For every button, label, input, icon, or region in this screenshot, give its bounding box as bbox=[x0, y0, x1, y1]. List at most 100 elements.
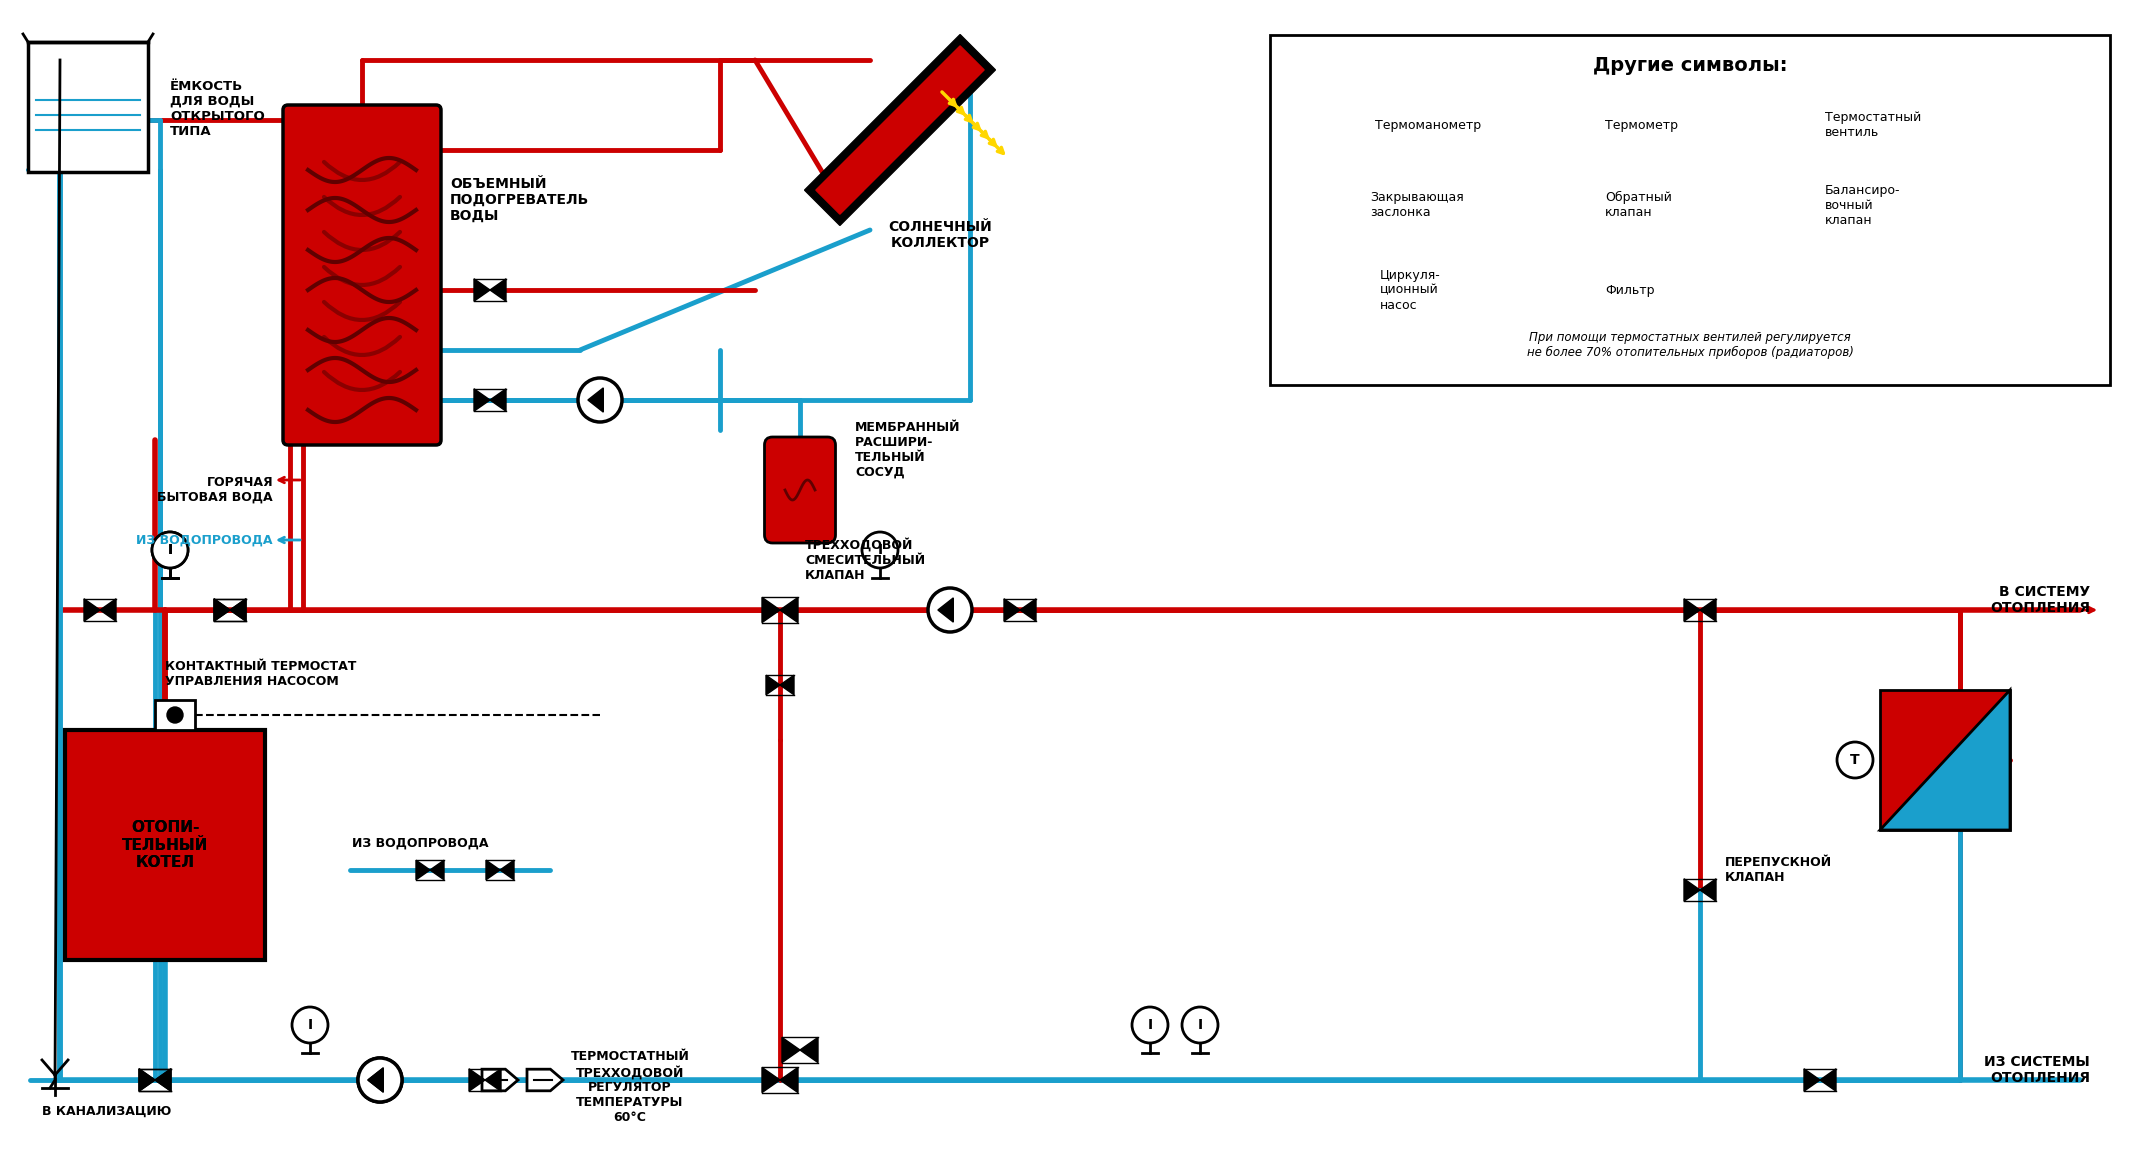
Polygon shape bbox=[229, 599, 246, 621]
Polygon shape bbox=[780, 1068, 799, 1093]
Text: ИЗ ВОДОПРОВОДА: ИЗ ВОДОПРОВОДА bbox=[137, 534, 272, 547]
Polygon shape bbox=[1020, 599, 1037, 621]
Polygon shape bbox=[491, 389, 506, 412]
Circle shape bbox=[152, 532, 188, 568]
Text: I: I bbox=[308, 1018, 313, 1033]
Text: Фильтр: Фильтр bbox=[1604, 283, 1654, 296]
Circle shape bbox=[1838, 742, 1872, 779]
Circle shape bbox=[861, 532, 897, 568]
Polygon shape bbox=[1562, 279, 1598, 301]
Polygon shape bbox=[139, 1069, 154, 1091]
Circle shape bbox=[358, 1058, 403, 1102]
Polygon shape bbox=[1684, 878, 1701, 901]
Polygon shape bbox=[154, 1069, 171, 1091]
Bar bbox=[64, 730, 266, 960]
Bar bbox=[154, 700, 195, 730]
Text: I: I bbox=[1347, 118, 1352, 132]
Text: В СИСТЕМУ
ОТОПЛЕНИЯ: В СИСТЕМУ ОТОПЛЕНИЯ bbox=[1990, 584, 2091, 615]
Polygon shape bbox=[1701, 878, 1716, 901]
Text: I: I bbox=[1148, 1018, 1152, 1033]
Polygon shape bbox=[780, 675, 795, 695]
Polygon shape bbox=[214, 599, 229, 621]
Polygon shape bbox=[1881, 690, 2009, 830]
Circle shape bbox=[167, 707, 182, 723]
Polygon shape bbox=[484, 1069, 501, 1091]
Polygon shape bbox=[473, 279, 491, 301]
Text: I: I bbox=[878, 543, 883, 557]
Polygon shape bbox=[1577, 194, 1594, 216]
Polygon shape bbox=[587, 388, 604, 412]
Bar bbox=[28, 42, 148, 172]
Polygon shape bbox=[1345, 280, 1358, 300]
Polygon shape bbox=[1701, 599, 1716, 621]
Bar bbox=[1270, 35, 2110, 385]
Text: Закрывающая
заслонка: Закрывающая заслонка bbox=[1371, 191, 1463, 219]
Text: ГОРЯЧАЯ
БЫТОВАЯ ВОДА: ГОРЯЧАЯ БЫТОВАЯ ВОДА bbox=[156, 476, 272, 505]
Polygon shape bbox=[416, 860, 431, 880]
Text: T: T bbox=[1851, 753, 1859, 767]
Text: МЕМБРАННЫЙ
РАСШИРИ-
ТЕЛЬНЫЙ
СОСУД: МЕМБРАННЫЙ РАСШИРИ- ТЕЛЬНЫЙ СОСУД bbox=[855, 421, 960, 479]
Polygon shape bbox=[1804, 1069, 1821, 1091]
Polygon shape bbox=[368, 1068, 383, 1093]
Circle shape bbox=[1566, 111, 1594, 139]
Text: I: I bbox=[167, 543, 174, 557]
Circle shape bbox=[1131, 1007, 1167, 1043]
Circle shape bbox=[578, 377, 621, 422]
Polygon shape bbox=[139, 1069, 154, 1091]
Polygon shape bbox=[482, 1069, 518, 1091]
Polygon shape bbox=[84, 599, 101, 621]
Text: I: I bbox=[1197, 1018, 1202, 1033]
FancyBboxPatch shape bbox=[283, 105, 441, 445]
Text: ТРЕХХОДОВОЙ
СМЕСИТЕЛЬНЫЙ
КЛАПАН: ТРЕХХОДОВОЙ СМЕСИТЕЛЬНЫЙ КЛАПАН bbox=[805, 539, 925, 582]
Polygon shape bbox=[491, 279, 506, 301]
Text: T: T bbox=[1795, 118, 1806, 132]
Polygon shape bbox=[473, 389, 491, 412]
Polygon shape bbox=[1337, 195, 1349, 215]
Polygon shape bbox=[767, 675, 780, 695]
Circle shape bbox=[291, 1007, 328, 1043]
Text: ИЗ СИСТЕМЫ
ОТОПЛЕНИЯ: ИЗ СИСТЕМЫ ОТОПЛЕНИЯ bbox=[1983, 1055, 2091, 1085]
Bar bbox=[32, 92, 144, 168]
Polygon shape bbox=[469, 1069, 484, 1091]
Polygon shape bbox=[486, 860, 499, 880]
Text: СОЛНЕЧНЫЙ
КОЛЛЕКТОР: СОЛНЕЧНЫЙ КОЛЛЕКТОР bbox=[889, 220, 992, 250]
Polygon shape bbox=[154, 1069, 171, 1091]
Circle shape bbox=[1337, 272, 1373, 308]
Text: I: I bbox=[167, 543, 174, 557]
Text: Обратный
клапан: Обратный клапан bbox=[1604, 191, 1673, 219]
Text: I: I bbox=[1579, 119, 1583, 132]
Polygon shape bbox=[1684, 599, 1701, 621]
Polygon shape bbox=[816, 46, 983, 214]
Text: ОТОПИ-
ТЕЛЬНЫЙ
КОТЕЛ: ОТОПИ- ТЕЛЬНЫЙ КОТЕЛ bbox=[122, 820, 208, 870]
Text: ТЕРМОСТАТНЫЙ
ТРЕХХОДОВОЙ
РЕГУЛЯТОР
ТЕМПЕРАТУРЫ
60°С: ТЕРМОСТАТНЫЙ ТРЕХХОДОВОЙ РЕГУЛЯТОР ТЕМПЕ… bbox=[570, 1050, 690, 1124]
Text: Термоманометр: Термоманометр bbox=[1375, 119, 1480, 132]
Text: ПЕРЕПУСКНОЙ
КЛАПАН: ПЕРЕПУСКНОЙ КЛАПАН bbox=[1724, 856, 1831, 884]
Text: Термостатный
вентиль: Термостатный вентиль bbox=[1825, 111, 1921, 139]
Polygon shape bbox=[499, 860, 514, 880]
Text: ИЗ ВОДОПРОВОДА: ИЗ ВОДОПРОВОДА bbox=[351, 837, 488, 850]
Polygon shape bbox=[763, 597, 780, 622]
Text: ОТОПИ-
ТЕЛЬНЫЙ
КОТЕЛ: ОТОПИ- ТЕЛЬНЫЙ КОТЕЛ bbox=[122, 820, 208, 870]
Polygon shape bbox=[799, 1037, 818, 1063]
Circle shape bbox=[1786, 111, 1814, 139]
Text: Термометр: Термометр bbox=[1604, 119, 1677, 132]
Text: ЁМКОСТЬ
ДЛЯ ВОДЫ
ОТКРЫТОГО
ТИПА: ЁМКОСТЬ ДЛЯ ВОДЫ ОТКРЫТОГО ТИПА bbox=[169, 80, 266, 138]
Polygon shape bbox=[527, 1069, 563, 1091]
Text: При помощи термостатных вентилей регулируется
не более 70% отопительных приборов: При помощи термостатных вентилей регулир… bbox=[1527, 330, 1853, 359]
Text: В КАНАЛИЗАЦИЮ: В КАНАЛИЗАЦИЮ bbox=[43, 1105, 171, 1118]
Polygon shape bbox=[763, 1068, 780, 1093]
Circle shape bbox=[1182, 1007, 1219, 1043]
Polygon shape bbox=[782, 1037, 799, 1063]
Polygon shape bbox=[368, 1068, 383, 1093]
Circle shape bbox=[358, 1058, 403, 1102]
Polygon shape bbox=[101, 599, 116, 621]
Polygon shape bbox=[1799, 195, 1814, 215]
Polygon shape bbox=[1349, 195, 1364, 215]
Text: Балансиро-
вочный
клапан: Балансиро- вочный клапан bbox=[1825, 183, 1900, 227]
Text: ОБЪЕМНЫЙ
ПОДОГРЕВАТЕЛЬ
ВОДЫ: ОБЪЕМНЫЙ ПОДОГРЕВАТЕЛЬ ВОДЫ bbox=[450, 176, 589, 223]
Polygon shape bbox=[1005, 599, 1020, 621]
Circle shape bbox=[927, 588, 972, 632]
Text: Другие символы:: Другие символы: bbox=[1594, 55, 1786, 74]
Polygon shape bbox=[431, 860, 443, 880]
Circle shape bbox=[152, 532, 188, 568]
